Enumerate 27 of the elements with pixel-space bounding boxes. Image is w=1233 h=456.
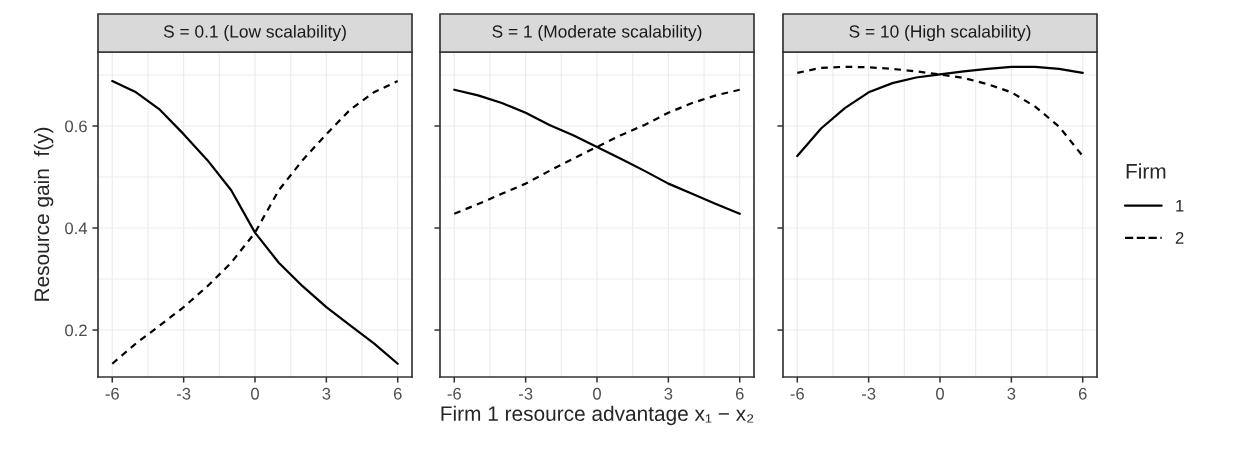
x-tick-label: 0 [593,387,601,400]
y-tick-label: 0.4 [65,222,88,235]
x-tick-label: 3 [664,387,673,400]
x-axis-title: Firm 1 resource advantage x₁ − x₂ [441,405,754,426]
x-tick-label: 0 [936,387,944,400]
chart-title: S = 10 (High scalability) [849,24,1031,42]
x-tick-label: 0 [251,387,259,400]
x-tick-label: -6 [790,387,804,400]
legend-label: 2 [1175,232,1184,244]
x-tick-label: 3 [1007,387,1016,400]
y-tick-label: 0.2 [65,324,87,337]
legend-title: Firm [1126,163,1166,179]
x-tick-label: 6 [1078,387,1087,400]
chart-title: S = 0.1 (Low scalability) [163,24,346,42]
line-series [111,79,399,365]
x-tick-label: -6 [447,387,461,400]
x-tick-label: 6 [735,387,744,400]
chart-title: S = 1 (Moderate scalability) [492,24,702,42]
x-tick-label: 6 [393,387,402,400]
y-tick-label: 0.6 [65,120,87,133]
x-tick-label: -3 [176,387,191,400]
x-tick-label: -3 [861,387,876,400]
y-axis-title: Resource gain f(y) [33,127,54,301]
legend-label: 1 [1176,199,1184,212]
x-tick-label: 3 [322,387,331,400]
x-tick-label: -3 [518,387,533,400]
x-tick-label: -6 [105,387,119,400]
